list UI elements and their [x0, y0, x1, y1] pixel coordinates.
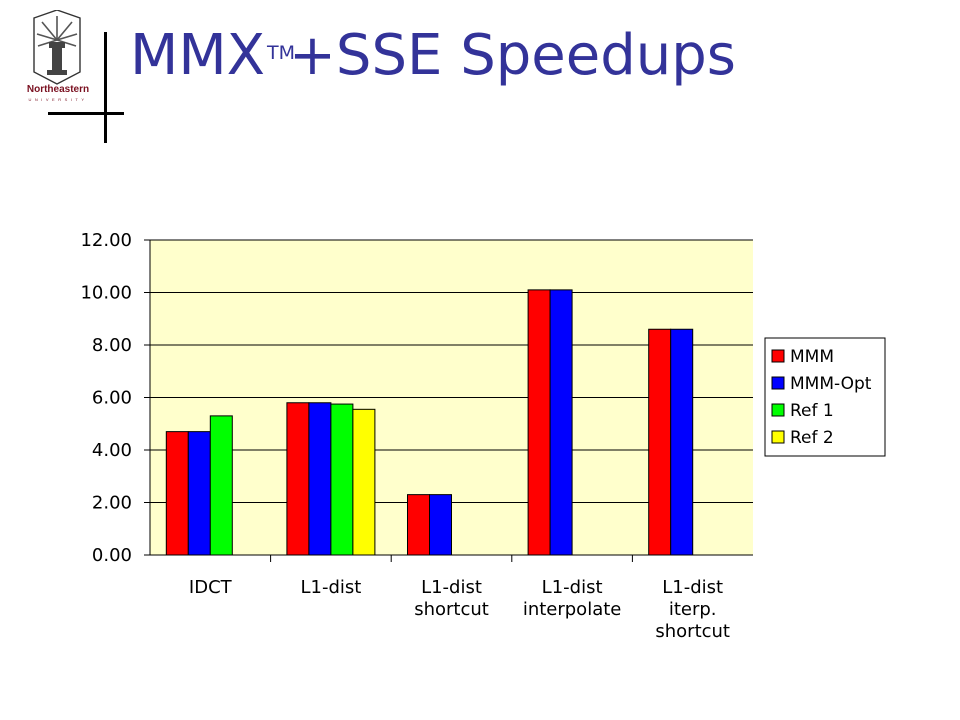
y-tick-label: 10.00 [80, 283, 132, 304]
legend-swatch [771, 430, 785, 444]
bar-mmm-opt [429, 494, 452, 556]
x-category-label: L1-dist [662, 577, 723, 598]
bar-mmm-opt [187, 431, 211, 556]
logo-name: Northeastern [26, 84, 90, 95]
bar-mmm [286, 402, 310, 556]
legend-label: MMM [790, 347, 834, 367]
legend-box [764, 337, 886, 457]
x-category-label: shortcut [414, 599, 489, 620]
y-tick-label: 4.00 [92, 440, 132, 461]
legend-swatch [771, 349, 785, 363]
bars [165, 289, 694, 556]
vertical-divider [104, 32, 107, 143]
legend-swatch [771, 376, 785, 390]
bar-ref-1 [330, 403, 354, 556]
y-tick-label: 6.00 [92, 388, 132, 409]
legend-label: MMM-Opt [790, 374, 872, 394]
x-category-label: L1-dist [421, 577, 482, 598]
y-tick-label: 8.00 [92, 335, 132, 356]
x-axis-labels: IDCT L1-dist L1-distshortcutL1-distinterpo… [189, 555, 730, 642]
x-category-label: L1-dist [300, 577, 361, 598]
logo-subtitle: UNIVERSITY [28, 97, 88, 102]
x-category-label: interpolate [523, 599, 622, 620]
y-tick-label: 0.00 [92, 545, 132, 566]
y-axis-ticks: 0.00 2.00 4.00 6.00 8.00 10.00 12.00 [80, 230, 150, 566]
legend-label: Ref 1 [790, 401, 834, 421]
x-category-label: L1-dist [542, 577, 603, 598]
university-logo-icon [33, 10, 81, 85]
horizontal-divider [48, 112, 124, 115]
legend: MMM MMM-Opt Ref 1 Ref 2 [764, 337, 886, 457]
legend-label: Ref 2 [790, 428, 834, 448]
legend-swatch [771, 403, 785, 417]
title-trademark: TM [267, 42, 295, 64]
bar-mmm-opt [549, 289, 573, 556]
bar-mmm [527, 289, 551, 556]
bar-mmm [648, 328, 672, 556]
bar-ref-2 [352, 408, 376, 556]
bar-mmm [165, 431, 189, 556]
bar-mmm-opt [670, 328, 694, 556]
title-rest: +SSE Speedups [289, 23, 736, 88]
bar-mmm-opt [308, 402, 332, 556]
y-tick-label: 2.00 [92, 493, 132, 514]
slide-title: MMX TM+SSE Speedups [130, 28, 736, 84]
title-main: MMX [130, 23, 265, 88]
x-category-label: IDCT [189, 577, 233, 598]
x-category-label: iterp. [669, 599, 717, 620]
bar-mmm [407, 494, 430, 556]
bar-ref-1 [209, 415, 233, 556]
x-category-label: shortcut [655, 621, 730, 642]
y-tick-label: 12.00 [80, 230, 132, 251]
